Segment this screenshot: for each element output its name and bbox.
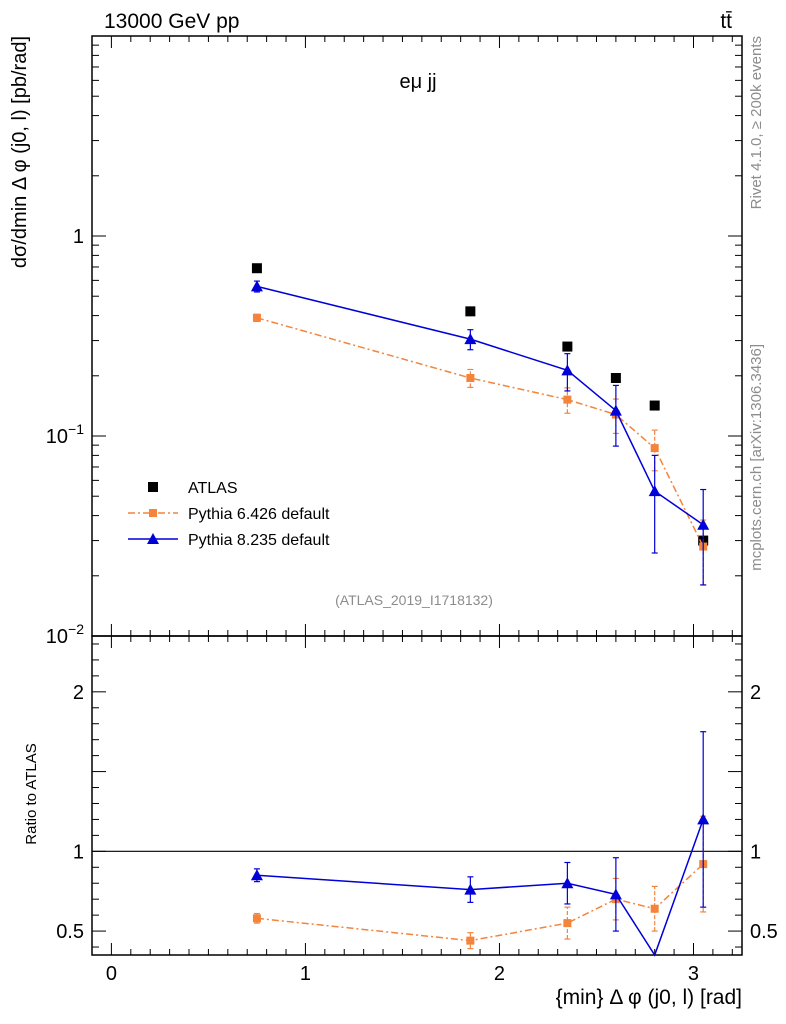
x-axis-label: {min} Δ φ (j0, l) [rad]	[556, 986, 742, 1009]
mcplots-label: mcplots.cern.ch [arXiv:1306.3436]	[748, 344, 765, 571]
data-point-square	[252, 914, 261, 923]
data-point-square	[465, 306, 476, 317]
data-point-square	[563, 919, 572, 928]
data-point-square	[252, 313, 261, 322]
legend-label: Pythia 8.235 default	[188, 532, 330, 549]
analysis-label: (ATLAS_2019_I1718132)	[335, 592, 493, 608]
data-point-square	[149, 509, 157, 517]
legend-label: ATLAS	[188, 480, 238, 497]
x-tick-label: 0	[106, 963, 117, 985]
data-point-triangle	[464, 333, 477, 345]
data-point-square	[148, 482, 158, 492]
y-axis-label-main: dσ/dmin Δ φ (j0, l) [pb/rad]	[9, 36, 31, 268]
y-tick-label-main: 10−1	[46, 421, 84, 448]
ratio-plot-frame	[91, 635, 743, 956]
data-point-triangle	[648, 485, 661, 497]
y-tick-label-ratio: 0.5	[56, 921, 84, 943]
data-point-triangle	[609, 888, 622, 900]
legend-label: Pythia 6.426 default	[188, 506, 330, 523]
process-label: tt̄	[720, 10, 732, 33]
data-point-triangle	[697, 518, 710, 530]
data-point-triangle	[609, 404, 622, 416]
x-tick-label: 3	[688, 963, 699, 985]
main-series-line	[256, 317, 704, 547]
data-point-triangle	[464, 883, 477, 895]
data-point-triangle	[250, 280, 263, 292]
data-point-square	[649, 400, 660, 411]
data-point-square	[562, 341, 573, 352]
x-tick-label: 1	[300, 963, 311, 985]
data-point-square	[466, 373, 475, 382]
data-point-square	[466, 936, 475, 945]
data-point-square	[650, 904, 659, 913]
rivet-label: Rivet 4.1.0, ≥ 200k events	[748, 36, 765, 209]
axis-ticks: 0 1 2 3 1 10−1 10−2 0.5 0.5 1 1 2 2	[46, 36, 778, 985]
data-point-triangle	[697, 813, 710, 825]
data-point-triangle	[561, 877, 574, 889]
ratio-series-line	[256, 863, 704, 942]
plot-title: eμ jj	[399, 71, 436, 93]
data-point-square	[563, 395, 572, 404]
data-point-square	[650, 444, 659, 453]
legend: ATLAS Pythia 6.426 default Pythia 8.235 de…	[128, 480, 330, 549]
plot-frames	[91, 35, 743, 956]
y-tick-label-ratio-right: 0.5	[750, 921, 778, 943]
x-tick-label: 2	[494, 963, 505, 985]
data-marks	[92, 263, 742, 957]
energy-label: 13000 GeV pp	[104, 10, 239, 33]
data-point-triangle	[561, 364, 574, 376]
y-tick-label-ratio: 2	[73, 682, 84, 704]
data-point-triangle	[147, 533, 159, 544]
data-point-triangle	[250, 869, 263, 881]
y-tick-label-main: 10−2	[46, 621, 84, 648]
y-axis-label-ratio: Ratio to ATLAS	[23, 743, 40, 844]
y-tick-label-ratio: 1	[73, 841, 84, 863]
data-point-square	[610, 372, 621, 383]
y-tick-label-ratio-right: 2	[750, 682, 761, 704]
y-tick-label-main: 1	[73, 226, 84, 248]
main-series-line	[256, 285, 704, 526]
y-tick-label-ratio-right: 1	[750, 841, 761, 863]
ratio-series-line	[256, 819, 704, 957]
data-point-square	[251, 263, 262, 274]
